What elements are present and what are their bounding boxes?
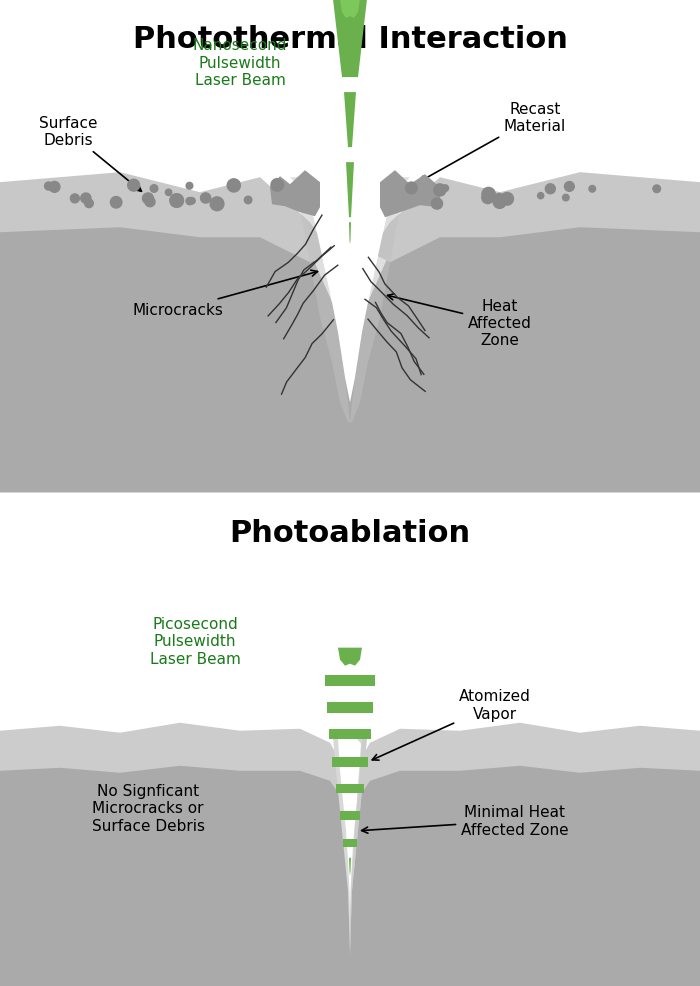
Circle shape [170, 194, 183, 208]
Text: Surface
Debris: Surface Debris [38, 115, 141, 192]
Polygon shape [350, 738, 367, 951]
Bar [332, 757, 368, 767]
Circle shape [545, 184, 555, 194]
Circle shape [150, 185, 158, 193]
Polygon shape [338, 738, 362, 951]
Polygon shape [355, 723, 700, 796]
Polygon shape [350, 178, 410, 423]
Polygon shape [290, 178, 350, 423]
Circle shape [501, 193, 514, 206]
Polygon shape [349, 858, 351, 876]
Polygon shape [370, 173, 700, 263]
Circle shape [494, 196, 506, 209]
Polygon shape [349, 223, 351, 245]
Circle shape [127, 180, 139, 192]
Circle shape [434, 184, 446, 197]
Circle shape [186, 183, 193, 190]
Circle shape [538, 193, 544, 199]
Bar [329, 729, 371, 739]
Polygon shape [333, 738, 367, 956]
Circle shape [85, 200, 93, 208]
Circle shape [165, 190, 172, 196]
Circle shape [80, 194, 91, 204]
Text: Photothermal Interaction: Photothermal Interaction [132, 25, 568, 54]
Circle shape [564, 182, 574, 192]
Circle shape [71, 194, 79, 204]
Circle shape [45, 182, 52, 191]
Text: Minimal Heat
Affected Zone: Minimal Heat Affected Zone [362, 805, 569, 837]
Polygon shape [305, 178, 395, 403]
Polygon shape [350, 748, 700, 986]
Circle shape [145, 197, 155, 207]
Circle shape [431, 199, 442, 210]
Circle shape [186, 198, 193, 205]
Polygon shape [333, 0, 367, 78]
Circle shape [482, 192, 494, 204]
Circle shape [201, 193, 211, 204]
Bar [325, 675, 375, 686]
Circle shape [653, 185, 661, 193]
Polygon shape [338, 648, 362, 666]
Text: Photoablation: Photoablation [230, 518, 470, 547]
Polygon shape [0, 173, 330, 263]
Polygon shape [346, 163, 354, 218]
Circle shape [143, 193, 153, 205]
Text: Recast
Material: Recast Material [419, 102, 566, 182]
Circle shape [589, 186, 596, 193]
Polygon shape [380, 171, 440, 218]
Circle shape [482, 188, 495, 201]
Circle shape [494, 194, 505, 204]
Bar [336, 785, 364, 794]
Text: Atomized
Vapor: Atomized Vapor [372, 688, 531, 760]
Polygon shape [270, 171, 320, 217]
Circle shape [228, 179, 240, 193]
Text: Microcracks: Microcracks [132, 271, 318, 318]
Polygon shape [0, 748, 350, 986]
Circle shape [244, 197, 252, 204]
Circle shape [49, 182, 60, 193]
Circle shape [271, 179, 284, 192]
Circle shape [563, 195, 569, 201]
Circle shape [442, 185, 449, 192]
Polygon shape [350, 203, 700, 493]
Text: No Signficant
Microcracks or
Surface Debris: No Signficant Microcracks or Surface Deb… [92, 783, 204, 833]
Bar [340, 811, 360, 820]
Polygon shape [0, 723, 345, 796]
Bar [343, 839, 357, 847]
Polygon shape [340, 0, 360, 19]
Text: Heat
Affected
Zone: Heat Affected Zone [388, 295, 532, 348]
Text: Nanosecond
Pulsewidth
Laser Beam: Nanosecond Pulsewidth Laser Beam [193, 38, 287, 88]
Circle shape [210, 198, 224, 211]
Polygon shape [344, 93, 356, 148]
Circle shape [188, 198, 195, 205]
Polygon shape [0, 203, 350, 493]
Bar [327, 702, 373, 714]
Circle shape [405, 182, 417, 194]
Text: Picosecond
Pulsewidth
Laser Beam: Picosecond Pulsewidth Laser Beam [150, 616, 240, 666]
Circle shape [111, 197, 122, 209]
